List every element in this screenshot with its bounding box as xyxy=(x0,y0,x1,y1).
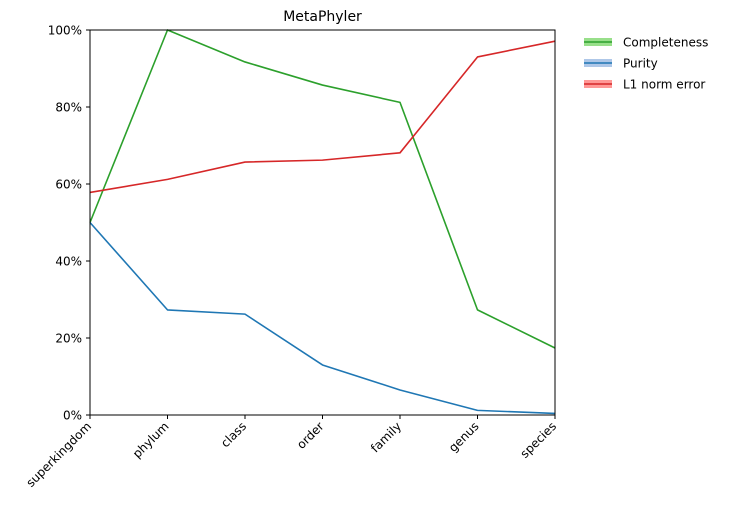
x-tick-label-genus: genus xyxy=(446,419,482,455)
legend: Completeness Purity L1 norm error xyxy=(584,36,708,92)
chart-title: MetaPhyler xyxy=(283,9,362,25)
x-tick-label-species: species xyxy=(518,419,560,461)
x-tick-label-superkingdom: superkingdom xyxy=(23,419,94,490)
series-layer xyxy=(89,29,556,415)
series-line-l1-norm-error xyxy=(89,40,556,194)
y-tick-label: 60% xyxy=(55,178,82,192)
x-axis: superkingdom phylum class order family genus s… xyxy=(23,415,559,490)
series-line-purity xyxy=(89,221,556,415)
x-tick-label-phylum: phylum xyxy=(130,419,172,461)
y-tick-label: 40% xyxy=(55,255,82,269)
y-tick-label: 0% xyxy=(63,409,82,423)
x-tick-label-family: family xyxy=(368,419,404,455)
y-axis: 0% 20% 40% 60% 80% 100% xyxy=(48,24,90,423)
legend-label-l1-norm-error: L1 norm error xyxy=(623,78,705,92)
x-tick-label-class: class xyxy=(218,419,249,450)
y-tick-label: 20% xyxy=(55,332,82,346)
y-tick-label: 100% xyxy=(48,24,82,38)
y-tick-label: 80% xyxy=(55,101,82,115)
legend-label-purity: Purity xyxy=(623,57,658,71)
legend-label-completeness: Completeness xyxy=(623,36,708,50)
plot-frame xyxy=(89,29,556,416)
x-tick-label-order: order xyxy=(294,419,327,452)
